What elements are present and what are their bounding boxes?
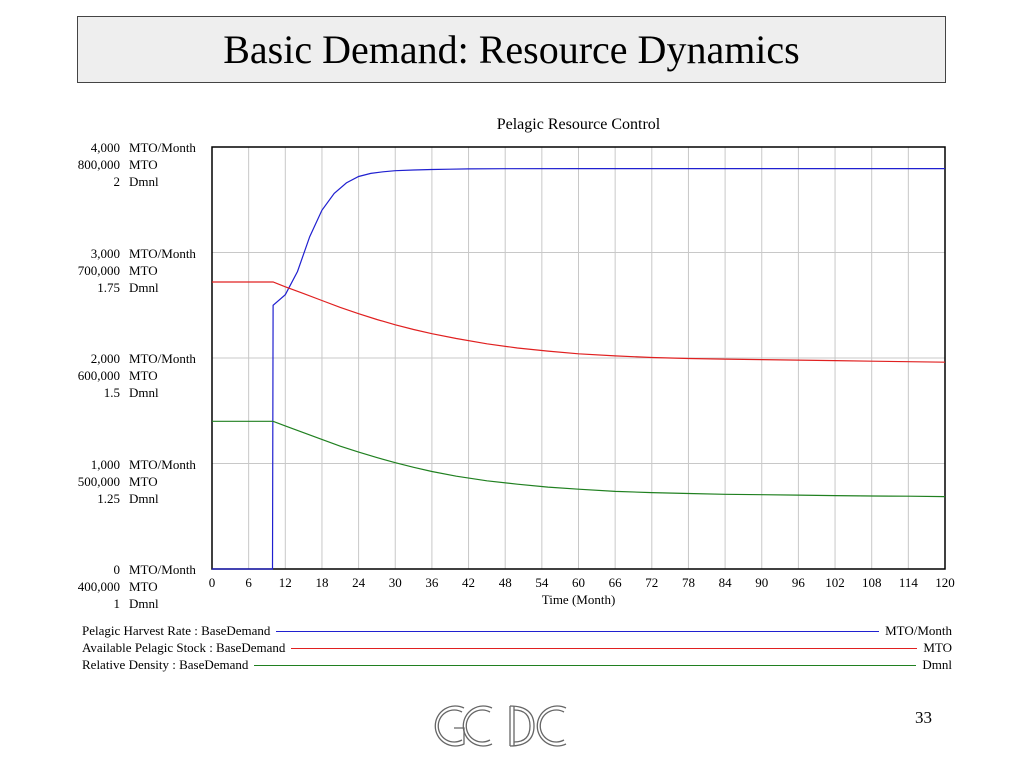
y-tick-value: 0 [113,562,121,577]
x-tick-label: 84 [718,575,732,590]
y-tick-unit: MTO/Month [129,245,196,261]
chart-title: Pelagic Resource Control [496,116,661,133]
y-axis-tick-group: 4,000 MTO/Month 800,000 MTO 2 Dmnl [40,139,210,190]
y-tick-unit: MTO [129,473,158,489]
y-axis-tick-row: 800,000 MTO [40,156,210,173]
y-axis-tick-group: 0 MTO/Month 400,000 MTO 1 Dmnl [40,561,210,612]
y-tick-unit: Dmnl [129,490,159,506]
x-tick-label: 60 [572,575,585,590]
x-tick-label: 90 [755,575,769,590]
gcdc-logo-icon [434,705,567,747]
y-axis-tick-row: 400,000 MTO [40,578,210,595]
x-tick-label: 66 [608,575,622,590]
x-tick-label: 54 [535,575,549,590]
legend-series-unit: Dmnl [922,657,952,672]
y-tick-unit: Dmnl [129,385,159,400]
y-tick-value: 1.5 [103,385,120,400]
y-tick-unit: MTO [129,368,158,383]
x-tick-label: 114 [898,575,918,590]
y-tick-unit: MTO/Month [129,140,196,155]
x-tick-label: 36 [425,575,439,590]
x-tick-label: 12 [278,575,292,590]
legend-swatch-line [291,648,918,649]
y-tick-unit: Dmnl [129,174,159,189]
series-line-3 [212,420,946,498]
y-tick-value: 1.75 [97,279,120,295]
y-tick-value: 1.25 [97,490,120,506]
y-axis-tick-row: 500,000 MTO [40,473,210,490]
y-tick-unit: Dmnl [129,279,159,295]
y-axis-tick-group: 1,000 MTO/Month 500,000 MTO 1.25 Dmnl [40,456,210,507]
y-axis-tick-row: 2,000 MTO/Month [40,350,210,367]
x-tick-label: 78 [681,575,695,590]
x-tick-label: 30 [388,575,402,590]
legend-series-name: Relative Density : BaseDemand [82,657,249,672]
x-tick-label: 18 [315,575,329,590]
y-axis-tick-row: 1.75 Dmnl [40,279,210,296]
legend-entry: Pelagic Harvest Rate : BaseDemand MTO/Mon… [82,623,952,639]
x-tick-label: 96 [791,575,805,590]
y-axis-tick-row: 1,000 MTO/Month [40,456,210,473]
y-tick-unit: MTO/Month [129,456,196,472]
x-tick-label: 102 [825,575,845,590]
y-axis-tick-row: 4,000 MTO/Month [40,139,210,156]
x-tick-label: 120 [935,575,955,590]
y-tick-unit: MTO/Month [129,562,196,577]
y-tick-value: 2,000 [90,351,120,366]
y-tick-unit: Dmnl [129,596,159,611]
legend-series-name: Pelagic Harvest Rate : BaseDemand [82,623,271,638]
y-axis-tick-row: 600,000 MTO [40,367,210,384]
legend-entry: Relative Density : BaseDemand Dmnl [82,657,952,673]
y-tick-value: 500,000 [77,473,120,489]
y-tick-value: 1 [113,596,121,611]
y-axis-tick-row: 2 Dmnl [40,173,210,190]
x-tick-label: 108 [861,575,882,590]
y-tick-value: 800,000 [77,157,120,172]
series-line-2 [212,281,946,363]
y-axis-tick-row: 1.25 Dmnl [40,490,210,507]
y-tick-value: 400,000 [77,579,120,594]
y-tick-unit: MTO [129,262,158,278]
y-axis-tick-row: 0 MTO/Month [40,561,210,578]
page-number: 33 [915,708,932,727]
series-line-1 [212,168,945,570]
y-axis-tick-row: 1.5 Dmnl [40,384,210,401]
y-tick-value: 1,000 [90,456,120,472]
legend-swatch-line [254,665,917,666]
x-tick-label: 24 [352,575,366,590]
x-tick-label: 0 [208,575,216,590]
y-axis-tick-group: 3,000 MTO/Month 700,000 MTO 1.75 Dmnl [40,245,210,296]
slide-title-box: Basic Demand: Resource Dynamics [77,16,946,83]
y-tick-unit: MTO/Month [129,351,196,366]
y-tick-value: 700,000 [77,262,120,278]
x-axis-label: Time (Month) [541,592,616,607]
y-axis-tick-row: 3,000 MTO/Month [40,245,210,262]
legend-swatch-line [276,631,880,632]
y-tick-value: 600,000 [77,368,120,383]
y-tick-value: 4,000 [90,140,120,155]
slide-title: Basic Demand: Resource Dynamics [223,27,800,72]
x-tick-label: 72 [645,575,659,590]
y-tick-unit: MTO [129,579,158,594]
y-tick-value: 2 [113,174,121,189]
x-tick-label: 6 [245,575,252,590]
legend-series-unit: MTO/Month [885,623,952,638]
legend-series-name: Available Pelagic Stock : BaseDemand [82,640,286,655]
y-axis-tick-row: 700,000 MTO [40,262,210,279]
legend-series-unit: MTO [923,640,952,655]
x-tick-label: 48 [498,575,512,590]
y-tick-value: 3,000 [90,245,120,261]
y-axis-tick-group: 2,000 MTO/Month 600,000 MTO 1.5 Dmnl [40,350,210,401]
x-tick-label: 42 [462,575,476,590]
legend-entry: Available Pelagic Stock : BaseDemand MTO [82,640,952,656]
y-axis-tick-row: 1 Dmnl [40,595,210,612]
plot-frame [211,146,946,570]
y-tick-unit: MTO [129,157,158,172]
